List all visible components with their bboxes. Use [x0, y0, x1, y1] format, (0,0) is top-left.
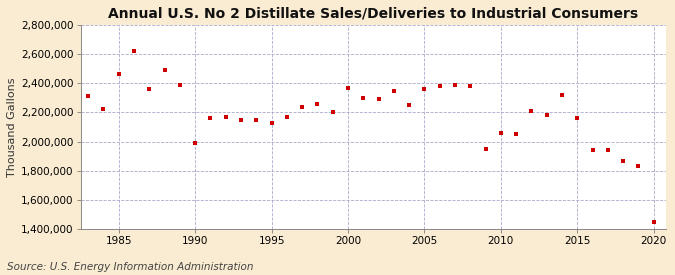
Point: [618, 158, 628, 163]
Point: [633, 164, 644, 169]
Point: [465, 84, 476, 88]
Title: Annual U.S. No 2 Distillate Sales/Deliveries to Industrial Consumers: Annual U.S. No 2 Distillate Sales/Delive…: [108, 7, 639, 21]
Point: [327, 110, 338, 115]
Point: [343, 86, 354, 90]
Point: [312, 101, 323, 106]
Point: [434, 84, 445, 88]
Point: [541, 113, 552, 117]
Point: [113, 72, 124, 77]
Point: [587, 148, 598, 153]
Point: [236, 117, 246, 122]
Point: [190, 141, 200, 145]
Point: [404, 103, 414, 107]
Point: [175, 82, 186, 87]
Point: [297, 104, 308, 109]
Point: [129, 49, 140, 53]
Point: [450, 82, 460, 87]
Text: Source: U.S. Energy Information Administration: Source: U.S. Energy Information Administ…: [7, 262, 253, 272]
Point: [557, 93, 568, 97]
Point: [144, 87, 155, 91]
Point: [480, 147, 491, 151]
Point: [220, 115, 231, 119]
Point: [419, 87, 430, 91]
Point: [572, 116, 583, 120]
Point: [159, 68, 170, 72]
Point: [648, 220, 659, 224]
Point: [266, 120, 277, 125]
Point: [388, 88, 399, 93]
Point: [373, 97, 384, 101]
Point: [526, 109, 537, 113]
Point: [205, 116, 216, 120]
Point: [495, 131, 506, 135]
Point: [602, 148, 613, 153]
Y-axis label: Thousand Gallons: Thousand Gallons: [7, 77, 17, 177]
Point: [98, 107, 109, 112]
Point: [251, 117, 262, 122]
Point: [83, 94, 94, 98]
Point: [281, 115, 292, 119]
Point: [511, 132, 522, 136]
Point: [358, 96, 369, 100]
